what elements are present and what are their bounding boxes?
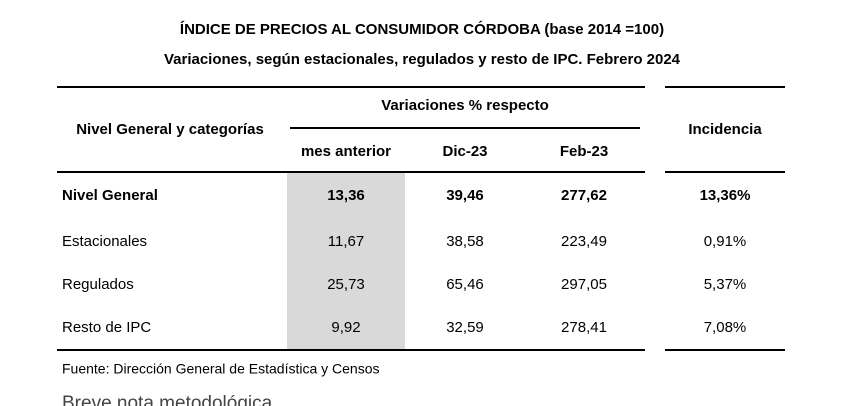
cell: 297,05 <box>561 276 607 293</box>
row-label: Resto de IPC <box>62 319 151 336</box>
title: ÍNDICE DE PRECIOS AL CONSUMIDOR CÓRDOBA … <box>180 20 664 38</box>
row-label: Nivel General <box>62 187 158 204</box>
highlight-column <box>287 173 405 350</box>
cell: 65,46 <box>446 276 484 293</box>
row-header: Nivel General y categorías <box>76 121 264 138</box>
cell: 25,73 <box>327 276 365 293</box>
cell: 5,37% <box>704 276 747 293</box>
subtitle: Variaciones, según estacionales, regulad… <box>164 51 681 68</box>
column-header: Dic-23 <box>442 143 487 160</box>
incidence-header: Incidencia <box>688 121 762 138</box>
cell: 0,91% <box>704 233 747 250</box>
cell: 277,62 <box>561 187 607 204</box>
cell: 13,36 <box>327 187 365 204</box>
cell: 11,67 <box>328 233 364 250</box>
cell: 223,49 <box>561 233 607 250</box>
cell: 38,58 <box>446 233 484 250</box>
cell: 39,46 <box>446 187 484 204</box>
column-header: Feb-23 <box>560 143 608 160</box>
cell: 9,92 <box>331 319 360 336</box>
cell: 32,59 <box>446 319 484 336</box>
cell: 278,41 <box>561 319 607 336</box>
group-header: Variaciones % respecto <box>381 97 549 114</box>
row-label: Estacionales <box>62 233 147 250</box>
next-heading: Breve nota metodológica <box>62 393 273 406</box>
source: Fuente: Dirección General de Estadística… <box>62 361 380 377</box>
cell: 7,08% <box>704 319 747 336</box>
cell: 13,36% <box>700 187 751 204</box>
column-header: mes anterior <box>301 143 391 160</box>
row-label: Regulados <box>62 276 134 293</box>
